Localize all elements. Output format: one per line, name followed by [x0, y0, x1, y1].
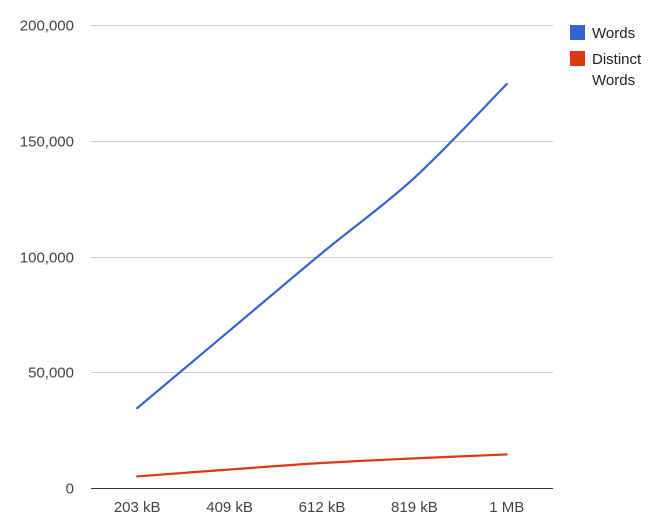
x-tick-label-3: 819 kB: [391, 499, 438, 516]
legend: Words Distinct Words: [570, 25, 642, 89]
legend-item-1[interactable]: Distinct Words: [570, 51, 642, 89]
x-tick-label-2: 612 kB: [299, 499, 346, 516]
x-tick-label-1: 409 kB: [206, 499, 253, 516]
legend-item-0[interactable]: Words: [570, 25, 635, 42]
series-line-1: [136, 453, 508, 478]
y-axis-tick-labels: 0 50,000 100,000 150,000 200,000: [20, 18, 74, 498]
legend-swatch-1: [570, 51, 585, 66]
y-tick-label-3: 150,000: [20, 134, 74, 151]
x-tick-label-0: 203 kB: [114, 499, 161, 516]
legend-label-0: Words: [592, 25, 635, 42]
y-tick-label-0: 0: [66, 481, 74, 498]
legend-swatch-0: [570, 25, 585, 40]
series-line-0: [136, 82, 508, 410]
y-tick-label-2: 100,000: [20, 250, 74, 267]
series-lines: [136, 82, 508, 478]
legend-label-1-line-0: Distinct: [592, 51, 642, 68]
gridlines: [91, 25, 553, 489]
y-tick-label-1: 50,000: [28, 365, 74, 382]
x-axis-tick-labels: 203 kB 409 kB 612 kB 819 kB 1 MB: [114, 499, 524, 516]
x-tick-label-4: 1 MB: [489, 499, 524, 516]
y-tick-label-4: 200,000: [20, 18, 74, 35]
legend-label-1-line-1: Words: [592, 72, 635, 89]
